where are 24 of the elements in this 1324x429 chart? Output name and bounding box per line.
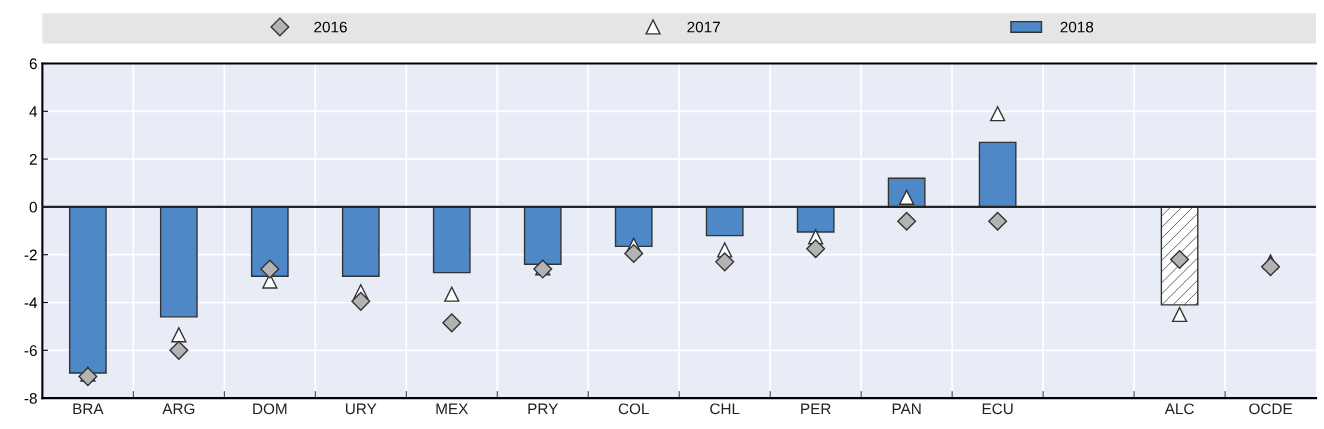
x-tick-label: PRY — [528, 403, 558, 415]
x-tick-label: DOM — [253, 403, 287, 415]
x-tick-label: BRA — [73, 403, 104, 415]
y-tick-label: -6 — [24, 345, 37, 356]
x-tick-label: ECU — [982, 403, 1013, 415]
x-tick-label: OCDE — [1249, 403, 1292, 415]
y-tick-label: -4 — [24, 297, 38, 309]
x-tick-label: URY — [345, 403, 377, 415]
legend-label: 2017 — [687, 21, 720, 33]
x-tick-label: ALC — [1164, 403, 1194, 415]
x-tick-label: CHL — [710, 403, 740, 415]
y-tick-label: -2 — [24, 249, 37, 261]
x-tick-label: COL — [618, 403, 649, 415]
x-tick-label: ARG — [162, 403, 195, 415]
x-tick-label: MEX — [436, 403, 468, 415]
y-tick-label: -8 — [24, 392, 37, 404]
y-tick-label: 0 — [29, 201, 37, 213]
y-tick-label: 6 — [29, 58, 37, 70]
y-tick-label: 2 — [29, 153, 37, 165]
y-tick-label: 4 — [29, 106, 38, 117]
legend-label: 2016 — [314, 21, 347, 33]
x-tick-label: PER — [801, 403, 831, 415]
legend-label: 2018 — [1060, 21, 1094, 33]
x-tick-label: PAN — [892, 403, 921, 415]
